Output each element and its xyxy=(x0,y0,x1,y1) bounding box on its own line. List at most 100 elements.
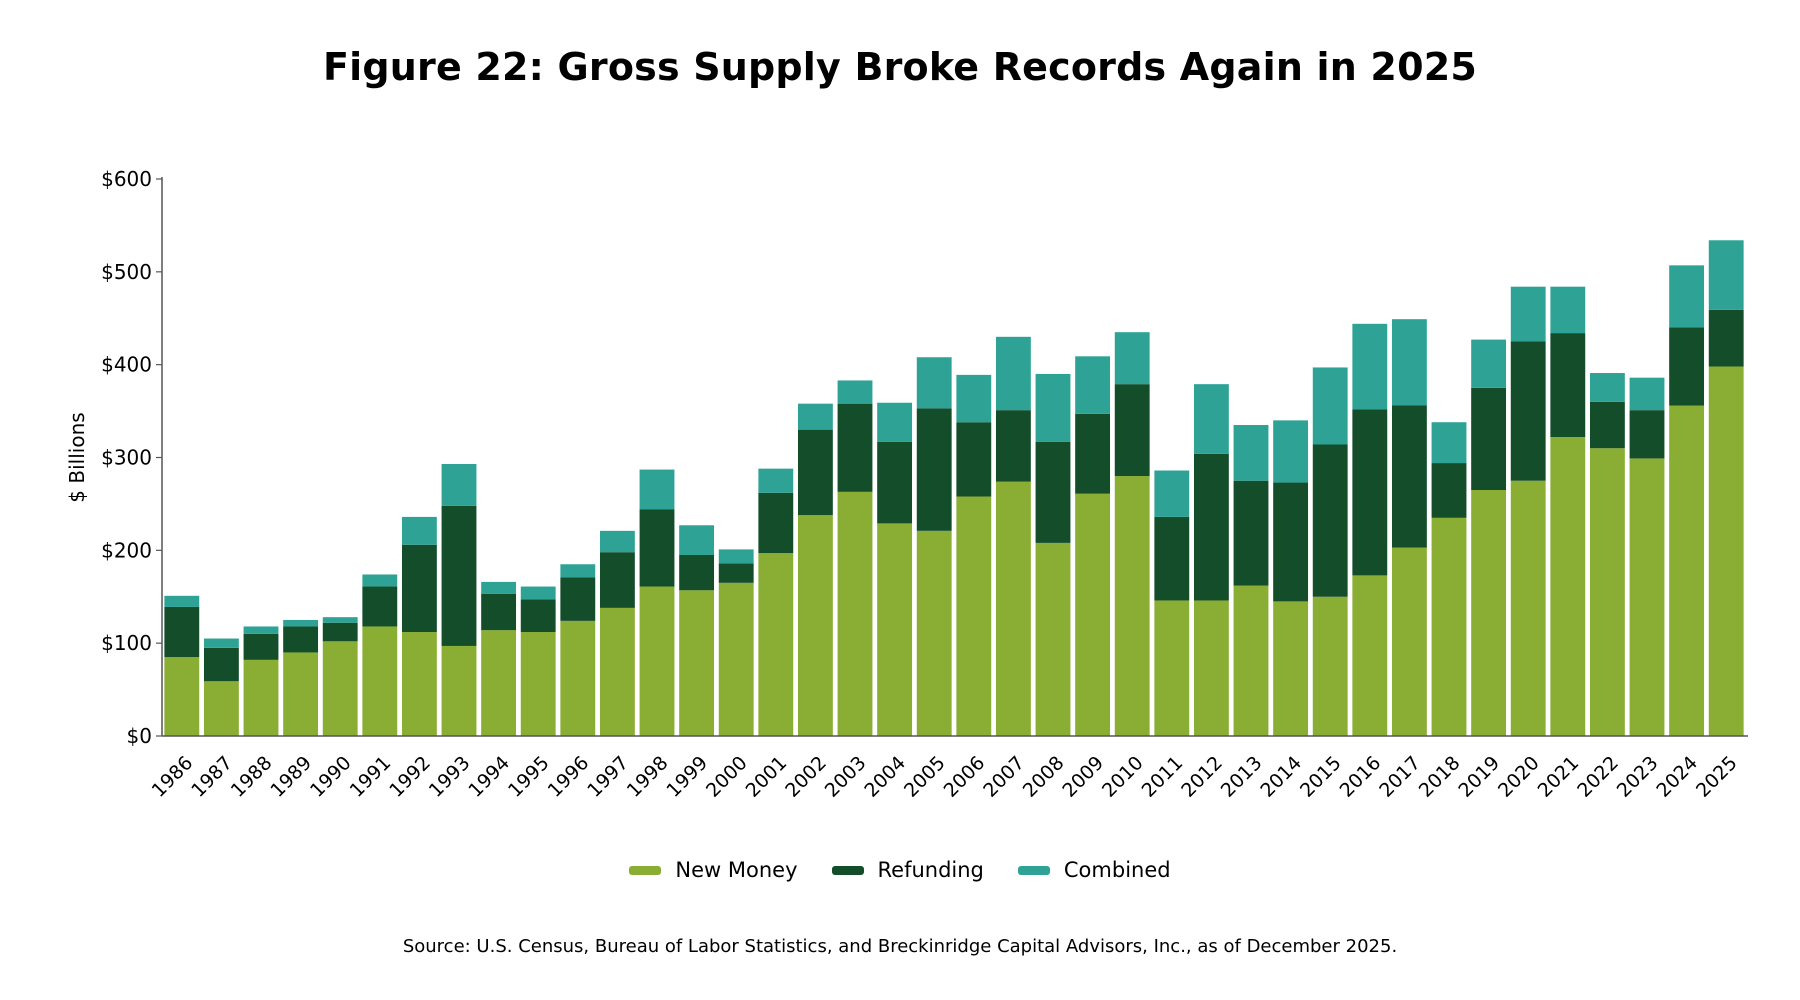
bar-new-money-2014 xyxy=(1273,601,1309,736)
legend-swatch-new-money xyxy=(629,865,662,875)
bar-new-money-2008 xyxy=(1035,542,1071,736)
bar-new-money-1987 xyxy=(203,681,239,736)
legend-swatch-refunding xyxy=(831,865,864,875)
bar-combined-2013 xyxy=(1233,425,1269,481)
x-tick-label-1997: 1997 xyxy=(583,752,633,802)
bar-refunding-1996 xyxy=(560,577,596,621)
y-tick-label-500: $500 xyxy=(101,260,152,284)
bar-refunding-1997 xyxy=(599,552,635,608)
bar-refunding-2024 xyxy=(1669,327,1705,406)
x-tick-label-1990: 1990 xyxy=(306,752,356,802)
bar-combined-2017 xyxy=(1391,319,1427,406)
bar-refunding-1992 xyxy=(401,544,437,633)
bar-refunding-2014 xyxy=(1273,482,1309,602)
bar-combined-1986 xyxy=(164,595,200,607)
bar-refunding-2007 xyxy=(995,410,1031,482)
x-tick-label-2001: 2001 xyxy=(742,752,792,802)
bar-combined-2008 xyxy=(1035,373,1071,442)
bar-refunding-1993 xyxy=(441,505,477,646)
bar-combined-2016 xyxy=(1352,323,1388,410)
bar-new-money-2011 xyxy=(1154,600,1190,736)
bar-refunding-2000 xyxy=(718,563,754,583)
bar-combined-2007 xyxy=(995,336,1031,411)
bar-refunding-1995 xyxy=(520,599,556,633)
bar-refunding-1994 xyxy=(481,593,517,631)
x-tick-label-2008: 2008 xyxy=(1019,752,1069,802)
bar-combined-2010 xyxy=(1114,332,1150,385)
bar-refunding-2009 xyxy=(1075,413,1111,494)
x-tick-label-2013: 2013 xyxy=(1217,752,1267,802)
bar-new-money-1999 xyxy=(679,590,715,736)
bar-refunding-1991 xyxy=(362,586,398,627)
bar-refunding-2006 xyxy=(956,422,992,497)
bar-combined-2015 xyxy=(1312,367,1348,445)
x-tick-label-2019: 2019 xyxy=(1454,752,1504,802)
bar-refunding-2008 xyxy=(1035,441,1071,543)
bar-combined-2003 xyxy=(837,380,873,404)
x-tick-label-2022: 2022 xyxy=(1573,752,1623,802)
x-tick-label-1996: 1996 xyxy=(544,752,594,802)
bar-refunding-1999 xyxy=(679,554,715,591)
bar-combined-1999 xyxy=(679,525,715,555)
bar-new-money-1990 xyxy=(322,641,358,736)
x-tick-label-2012: 2012 xyxy=(1177,752,1227,802)
bar-new-money-2025 xyxy=(1708,366,1744,736)
bar-new-money-2010 xyxy=(1114,476,1150,736)
bar-new-money-2006 xyxy=(956,496,992,736)
y-tick-label-600: $600 xyxy=(101,167,152,191)
x-tick-label-2016: 2016 xyxy=(1336,752,1386,802)
bar-new-money-2000 xyxy=(718,582,754,736)
bar-combined-2025 xyxy=(1708,240,1744,310)
bar-combined-2023 xyxy=(1629,377,1665,411)
bar-new-money-1988 xyxy=(243,659,279,736)
chart-title: Figure 22: Gross Supply Broke Records Ag… xyxy=(323,45,1477,89)
bar-combined-2001 xyxy=(758,468,794,493)
bar-new-money-2003 xyxy=(837,491,873,736)
x-tick-label-1987: 1987 xyxy=(187,752,237,802)
bar-refunding-2016 xyxy=(1352,409,1388,576)
x-tick-label-2003: 2003 xyxy=(821,752,871,802)
x-tick-label-2023: 2023 xyxy=(1613,752,1663,802)
x-tick-label-1998: 1998 xyxy=(623,752,673,802)
x-tick-label-2018: 2018 xyxy=(1415,752,1465,802)
bar-refunding-2010 xyxy=(1114,384,1150,477)
bar-new-money-2020 xyxy=(1510,480,1546,736)
legend-item-combined: Combined xyxy=(1017,858,1171,882)
bar-refunding-1989 xyxy=(283,626,319,653)
bar-new-money-1993 xyxy=(441,645,477,736)
bar-combined-1991 xyxy=(362,574,398,587)
bar-combined-1992 xyxy=(401,516,437,545)
x-tick-label-1992: 1992 xyxy=(385,752,435,802)
bar-combined-2024 xyxy=(1669,265,1705,328)
bar-refunding-1987 xyxy=(203,647,239,682)
legend-label-combined: Combined xyxy=(1063,858,1171,882)
bar-combined-1993 xyxy=(441,464,477,506)
bar-combined-2011 xyxy=(1154,470,1190,517)
y-tick-label-100: $100 xyxy=(101,631,152,655)
bar-refunding-2011 xyxy=(1154,516,1190,601)
bar-new-money-2004 xyxy=(877,523,913,736)
bar-new-money-2012 xyxy=(1193,600,1229,736)
x-tick-label-2021: 2021 xyxy=(1534,752,1584,802)
bar-new-money-1995 xyxy=(520,632,556,736)
bar-refunding-2021 xyxy=(1550,333,1586,438)
bar-refunding-2019 xyxy=(1471,387,1507,490)
bar-combined-2022 xyxy=(1589,373,1625,402)
bar-new-money-2015 xyxy=(1312,596,1348,736)
bar-combined-2012 xyxy=(1193,384,1229,454)
bar-new-money-1986 xyxy=(164,657,200,736)
bar-combined-2009 xyxy=(1075,356,1111,414)
bar-combined-2004 xyxy=(877,402,913,442)
bar-new-money-2024 xyxy=(1669,405,1705,736)
bar-refunding-1998 xyxy=(639,509,675,587)
bar-refunding-2012 xyxy=(1193,453,1229,601)
bar-combined-2006 xyxy=(956,374,992,423)
x-tick-label-1988: 1988 xyxy=(227,752,277,802)
bar-combined-2014 xyxy=(1273,420,1309,483)
bar-new-money-2007 xyxy=(995,481,1031,736)
x-tick-label-2002: 2002 xyxy=(781,752,831,802)
bar-combined-2020 xyxy=(1510,286,1546,342)
bar-new-money-2001 xyxy=(758,553,794,736)
x-tick-label-1991: 1991 xyxy=(346,752,396,802)
bar-new-money-1991 xyxy=(362,626,398,736)
